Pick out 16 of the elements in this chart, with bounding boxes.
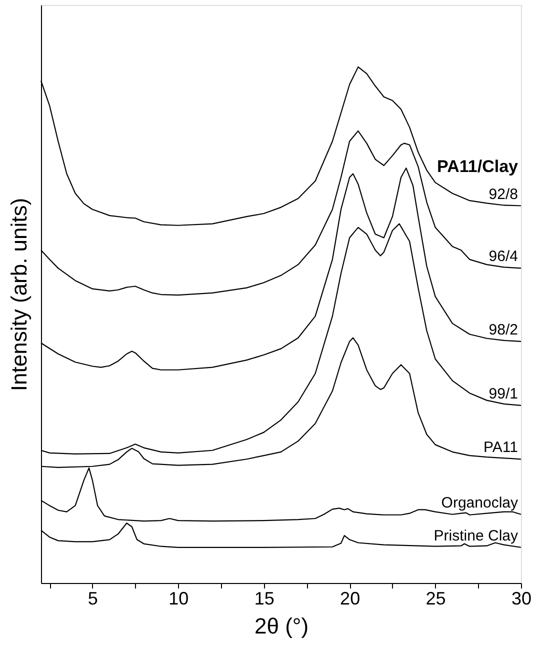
x-tick-label: 25: [426, 588, 446, 608]
x-tick-label: 15: [254, 588, 274, 608]
x-axis-title: 2θ (°): [254, 614, 309, 638]
legend-title: PA11/Clay: [437, 156, 519, 176]
y-axis-title: Intensity (arb. units): [6, 198, 32, 392]
series-label: Organoclay: [441, 494, 518, 512]
series-label: PA11: [484, 439, 518, 456]
x-tick-label: 30: [511, 588, 532, 608]
series-label: 98/2: [488, 321, 518, 338]
series-label: 92/8: [488, 186, 518, 203]
series-label: 96/4: [488, 248, 518, 266]
x-tick-label: 10: [168, 588, 189, 608]
series-label: 99/1: [488, 385, 518, 402]
series-label: Pristine Clay: [434, 527, 518, 544]
x-tick-label: 20: [340, 588, 360, 608]
x-tick-label: 5: [88, 588, 98, 608]
